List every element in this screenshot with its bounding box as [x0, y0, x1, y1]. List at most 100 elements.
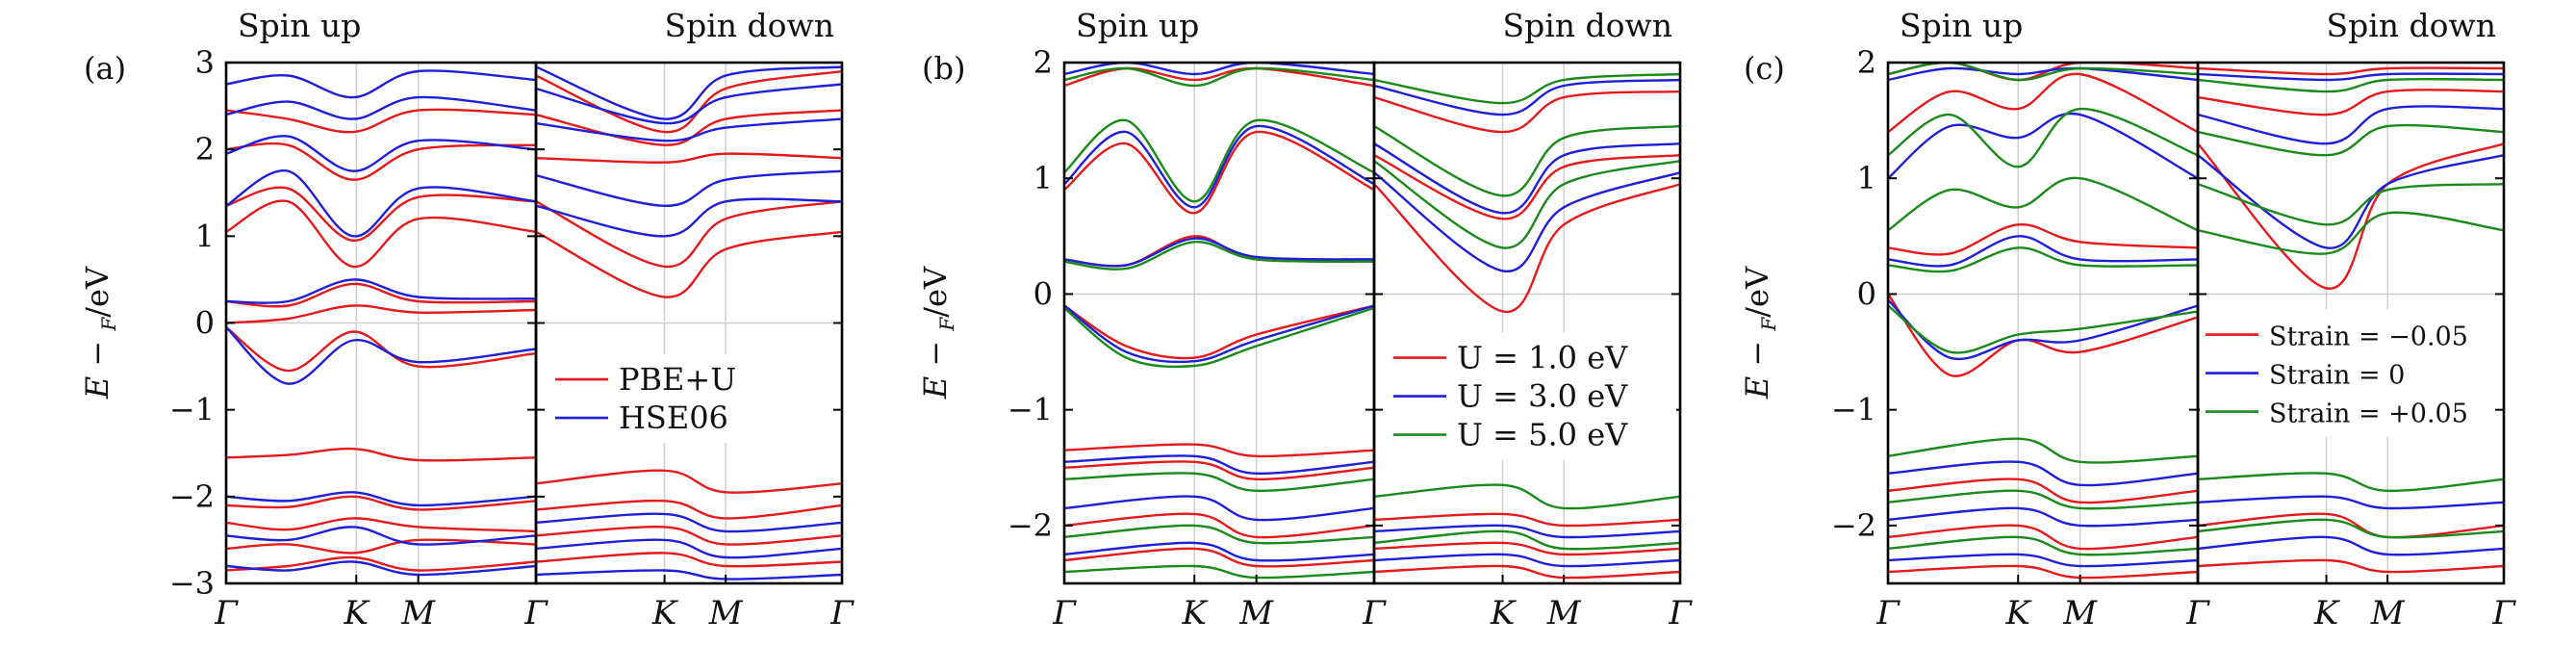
band-line-s1-b2	[1888, 553, 2198, 568]
band-line-s1-b2	[536, 569, 842, 580]
band-line-s2-b1	[1064, 524, 1374, 545]
band-line-s0-b5	[226, 282, 536, 308]
band-line-s0-b6	[226, 304, 536, 324]
band-line-s0-b3	[1064, 547, 1374, 568]
band-line-s2-b1	[2198, 518, 2504, 539]
band-line-s2-b0	[1064, 472, 1374, 493]
y-tick-label: −1	[1831, 392, 1876, 428]
band-line-s0-b1	[1064, 460, 1374, 481]
x-tick-label: M	[2062, 594, 2098, 632]
band-line-s1-b4	[536, 169, 842, 208]
band-line-s2-b4	[2198, 123, 2504, 157]
band-line-s2-b1	[1888, 489, 2198, 510]
band-line-s1-b2	[2198, 154, 2504, 249]
x-tick-label: K	[651, 594, 679, 632]
band-line-s0-b7	[536, 109, 842, 146]
band-line-s1-b1	[1064, 495, 1374, 522]
spin-up-title: Spin up	[238, 7, 361, 44]
x-tick-label: Γ	[214, 594, 239, 632]
band-line-s0-b3	[2198, 89, 2504, 116]
band-line-s0-b0	[1888, 477, 2198, 504]
band-line-s1-b1	[1888, 506, 2198, 528]
band-line-s1-b7	[226, 95, 536, 120]
y-axis-label: E − F/eV	[1739, 266, 1780, 400]
y-tick-label: −2	[1831, 507, 1876, 544]
band-line-s1-b0	[1064, 454, 1374, 476]
band-line-s0-b2	[1888, 564, 2198, 580]
band-line-s2-b2	[1064, 564, 1374, 580]
band-line-s2-b2	[1888, 535, 2198, 556]
band-line-s2-b5	[1888, 176, 2198, 232]
legend-label: Strain = −0.05	[2269, 322, 2468, 352]
band-line-s0-b0	[1374, 512, 1680, 528]
band-line-s1-b3	[1064, 237, 1374, 268]
legend-label: Strain = 0	[2269, 361, 2405, 391]
band-line-s2-b5	[2198, 77, 2504, 93]
y-tick-label: 1	[1033, 160, 1053, 196]
band-line-s0-b3	[1888, 223, 2198, 256]
legend-label: PBE+U	[619, 361, 736, 398]
x-tick-label: Γ	[1362, 594, 1387, 632]
x-tick-label: M	[1546, 594, 1582, 632]
y-tick-label: 2	[1033, 44, 1053, 81]
spin-down-title: Spin down	[1502, 7, 1672, 44]
band-line-s0-b2	[226, 517, 536, 533]
band-line-s0-b0	[2198, 512, 2504, 539]
panel-label: (c)	[1744, 50, 1785, 87]
band-line-s2-b3	[1064, 241, 1374, 271]
band-line-s1-b8	[226, 69, 536, 99]
y-tick-label: 2	[195, 131, 215, 168]
y-tick-label: 3	[195, 44, 215, 81]
band-line-s0-b2	[536, 526, 842, 546]
band-line-s1-b7	[536, 65, 842, 120]
y-tick-label: 1	[195, 218, 215, 254]
band-line-s0-b0	[1064, 443, 1374, 458]
legend-label: Strain = +0.05	[2269, 400, 2468, 429]
band-line-s2-b4	[1888, 304, 2198, 354]
spin-down-title: Spin down	[664, 7, 834, 44]
spin-down-title: Spin down	[2326, 7, 2496, 44]
x-tick-label: K	[1182, 594, 1210, 632]
x-tick-label: K	[2005, 594, 2033, 632]
band-line-s2-b6	[1064, 66, 1374, 88]
spin-down-plot-bands	[536, 65, 842, 580]
band-line-s1-b5	[536, 117, 842, 142]
band-line-s2-b2	[1374, 160, 1680, 249]
band-line-s0-b1	[2198, 558, 2504, 574]
y-tick-label: −1	[169, 392, 215, 428]
band-line-s0-b3	[1374, 183, 1680, 313]
band-line-s1-b0	[1374, 524, 1680, 539]
y-tick-label: 1	[1857, 160, 1876, 196]
x-tick-label: Γ	[1668, 594, 1693, 632]
band-line-s1-b1	[536, 538, 842, 559]
spin-up-plot-bands	[1888, 63, 2198, 580]
y-tick-label: −1	[1007, 392, 1053, 428]
x-tick-label: Γ	[2185, 594, 2210, 632]
band-line-s0-b2	[1374, 564, 1680, 580]
spin-up-plot-bands	[1064, 63, 1374, 580]
band-line-s0-b8	[226, 199, 536, 269]
band-line-s2-b4	[1064, 306, 1374, 369]
band-line-s0-b2	[2198, 142, 2504, 290]
band-line-s0-b7	[1064, 66, 1374, 88]
band-line-s1-b0	[2198, 495, 2504, 510]
band-line-s0-b11	[226, 108, 536, 134]
x-tick-label: K	[1490, 594, 1518, 632]
band-line-s2-b0	[1888, 437, 2198, 464]
spin-up-plot-bands	[226, 69, 536, 577]
spin-down-plot-grid	[536, 63, 842, 583]
band-line-s1-b5	[226, 169, 536, 238]
band-line-s2-b4	[1374, 72, 1680, 105]
band-line-s1-b3	[1374, 142, 1680, 215]
band-line-s1-b0	[536, 512, 842, 533]
y-tick-label: −2	[169, 478, 215, 515]
spin-up-title: Spin up	[1900, 7, 2023, 44]
band-line-s2-b3	[1374, 124, 1680, 197]
y-axis-label: E − F/eV	[917, 266, 958, 400]
spin-down-plot-bands	[2198, 66, 2504, 574]
band-line-s1-b6	[1888, 66, 2198, 82]
